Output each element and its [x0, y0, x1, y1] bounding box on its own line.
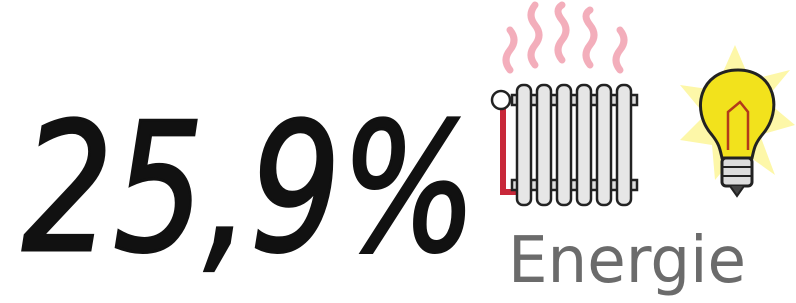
heat-waves: [506, 5, 624, 70]
radiator: [492, 85, 637, 205]
category-label: Energie: [508, 224, 746, 298]
illustration: 25,9% Energie: [0, 0, 796, 303]
page: 25,9% Energie (() => { const data = J: [0, 0, 796, 303]
light-bulb: [680, 45, 795, 196]
percentage-value: 25,9%: [22, 85, 477, 292]
